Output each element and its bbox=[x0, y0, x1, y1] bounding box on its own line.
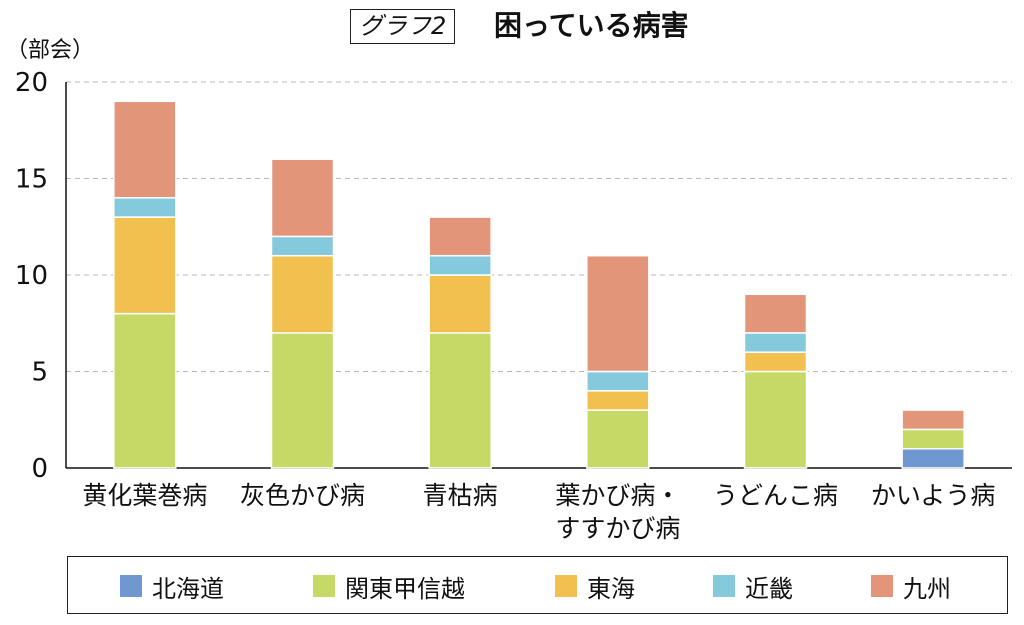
y-tick-label: 10 bbox=[15, 261, 48, 291]
bar-segment bbox=[270, 235, 335, 257]
bar-segment bbox=[428, 254, 492, 276]
legend-swatch bbox=[555, 575, 577, 597]
legend-item: 北海道 bbox=[120, 557, 224, 615]
bar-segment bbox=[113, 312, 177, 469]
bar-segment bbox=[270, 158, 335, 238]
bar-segment bbox=[428, 216, 492, 257]
y-tick-label: 0 bbox=[31, 454, 48, 484]
bar-segment bbox=[428, 332, 492, 469]
x-tick-label: 葉かび病・すすかび病 bbox=[555, 481, 680, 543]
bar-segment bbox=[743, 293, 808, 334]
y-axis-unit-label: （部会） bbox=[6, 38, 95, 63]
y-tick-label: 5 bbox=[31, 358, 48, 388]
bar-segment bbox=[113, 100, 177, 199]
legend-label: 北海道 bbox=[152, 574, 224, 603]
legend-label: 近畿 bbox=[745, 574, 793, 603]
chart-title-boxed: グラフ2 bbox=[350, 9, 456, 44]
y-tick-label: 20 bbox=[15, 68, 48, 98]
bar-segment bbox=[113, 216, 177, 315]
bar-segment bbox=[428, 274, 492, 334]
legend-swatch bbox=[871, 575, 893, 597]
x-tick-label: かいよう病 bbox=[871, 481, 996, 510]
legend-item: 関東甲信越 bbox=[313, 557, 465, 615]
bar-segment bbox=[901, 428, 965, 450]
bar-segment bbox=[586, 409, 650, 469]
legend-item: 九州 bbox=[871, 557, 951, 615]
bar-segment bbox=[270, 332, 335, 469]
x-tick-label: 黄化葉巻病 bbox=[82, 481, 207, 510]
bar-segment bbox=[743, 332, 808, 353]
bar-segment bbox=[270, 254, 335, 334]
x-tick-label: 青枯病 bbox=[423, 481, 498, 510]
y-tick-label: 15 bbox=[15, 165, 48, 195]
x-tick-label: 灰色かび病 bbox=[240, 481, 365, 510]
legend-swatch bbox=[120, 575, 142, 597]
x-tick-label: うどんこ病 bbox=[713, 481, 838, 510]
legend: 北海道 関東甲信越 東海 近畿 九州 bbox=[67, 556, 1008, 614]
bar-segment bbox=[743, 351, 808, 373]
bar-segment bbox=[743, 370, 808, 469]
legend-item: 東海 bbox=[555, 557, 635, 615]
legend-swatch bbox=[313, 575, 335, 597]
chart-title: 困っている病害 bbox=[494, 9, 689, 42]
bar-segment bbox=[901, 447, 965, 469]
bar-segment bbox=[586, 390, 650, 411]
legend-item: 近畿 bbox=[713, 557, 793, 615]
legend-label: 東海 bbox=[587, 574, 635, 603]
bar-segment bbox=[113, 197, 177, 218]
legend-swatch bbox=[713, 575, 735, 597]
legend-label: 関東甲信越 bbox=[345, 574, 465, 603]
bar-segment bbox=[586, 370, 650, 392]
bar-segment bbox=[901, 409, 965, 431]
legend-label: 九州 bbox=[903, 574, 951, 603]
bar-segment bbox=[586, 254, 650, 373]
